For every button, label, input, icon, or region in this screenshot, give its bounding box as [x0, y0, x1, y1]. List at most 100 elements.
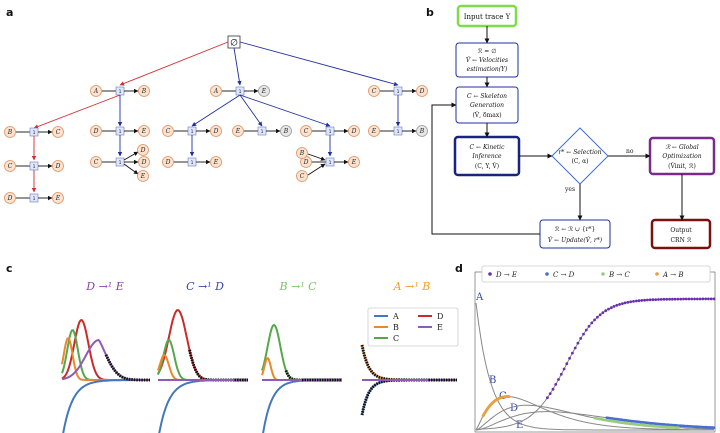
d-points-d-to-e — [659, 298, 663, 301]
update-line-1: ℛ ← ℛ ∪ {r*} — [555, 226, 596, 233]
c3-curve-c-samples — [284, 369, 342, 382]
c-legend-d: D — [437, 312, 443, 321]
update-line-2: V̂ ← Update(V̂, r*) — [548, 237, 603, 244]
species-node — [210, 156, 222, 168]
d-points-d-to-e — [598, 313, 602, 317]
d-points-d-to-e — [607, 307, 610, 311]
d-points-d-to-e — [612, 305, 616, 308]
tree-edge — [239, 41, 399, 87]
d-points-d-to-e — [673, 297, 677, 301]
c4-curve-b — [361, 344, 457, 381]
init-line-1: ℛ = ∅ — [478, 48, 497, 55]
species-node — [52, 126, 64, 138]
global-line-2: Optimization — [662, 153, 701, 160]
species-node-label: C — [94, 159, 99, 166]
tree-edge — [191, 94, 241, 127]
d-points-d-to-e — [584, 328, 588, 332]
d-points-d-to-e — [559, 372, 563, 376]
d-points-d-to-e — [671, 297, 674, 301]
species-node-label: E — [213, 159, 219, 166]
d-points-d-to-e — [579, 337, 583, 340]
search-tree: ∅ A 1 B A 1 E C 1 DB 1 C D 1 E C 1 D E 1 B C 1 D E 1 BC 1 DD 1 EC 1 DDE… — [4, 35, 428, 204]
c-legend — [367, 307, 459, 347]
species-node — [368, 85, 380, 97]
reaction-rate-label: 1 — [119, 129, 122, 135]
c-title-2: C →¹ D — [186, 280, 224, 293]
d-points-d-to-e — [651, 298, 655, 302]
species-node — [368, 125, 380, 137]
d-points-d-to-e — [679, 297, 683, 301]
species-node — [300, 125, 312, 137]
panel-label-b: b — [426, 6, 434, 19]
species-node — [416, 125, 428, 137]
species-node-label: D — [213, 128, 219, 135]
d-legend-dot-1 — [488, 272, 492, 276]
global-line-3: (V̂init, ℛ) — [668, 163, 696, 170]
skeleton-line-3: (V̂, δmax) — [472, 112, 501, 119]
d-legend-4: A → B — [662, 271, 684, 279]
d-points-d-to-e — [643, 298, 646, 302]
d-points-d-to-e — [632, 300, 635, 303]
species-node — [138, 85, 150, 97]
d-points-d-to-e — [593, 318, 596, 322]
label-yes: yes — [564, 186, 575, 193]
d-points-b-to-c — [676, 426, 680, 430]
d-points-d-to-e — [704, 297, 708, 301]
species-node-label: E — [351, 159, 357, 166]
c1-curve-e-samples — [104, 354, 150, 382]
d-points-d-to-e — [640, 299, 644, 302]
c2-curve-a — [158, 379, 248, 433]
selection-line-1: r* ← Selection — [558, 149, 601, 156]
tree-edge — [33, 94, 121, 129]
species-node — [90, 85, 102, 97]
c-title-3: B →¹ C — [278, 280, 317, 293]
d-points-d-to-e — [698, 297, 702, 301]
tree-root-label: ∅ — [230, 39, 238, 49]
c-title-4: A →¹ B — [393, 280, 431, 293]
d-points-d-to-e — [596, 315, 599, 319]
c3-curve-b — [261, 357, 342, 381]
species-node-label: B — [283, 128, 289, 135]
species-node-label: D — [351, 128, 357, 135]
kinetic-line-1: C ← Kinetic — [470, 144, 506, 151]
d-points-d-to-e — [621, 302, 624, 305]
d-points-d-to-e — [709, 297, 713, 301]
d-curve-label-d: D — [510, 403, 518, 414]
d-points-d-to-e — [626, 300, 630, 304]
species-node-label: D — [419, 88, 425, 95]
d-legend-dot-3 — [601, 272, 605, 276]
d-points-d-to-e — [668, 297, 671, 301]
c-title-1: D →¹ E — [85, 280, 123, 293]
species-node-label: E — [261, 88, 267, 95]
d-points-d-to-e — [662, 297, 666, 301]
tree-edge — [233, 47, 242, 86]
arrow-update-loop — [431, 102, 540, 235]
species-node-label: C — [56, 129, 61, 136]
species-node — [162, 125, 174, 137]
species-node-label: A — [213, 88, 219, 95]
d-points-d-to-e — [618, 303, 621, 306]
d-points-d-to-e — [690, 297, 694, 301]
d-points-d-to-e — [676, 297, 680, 301]
skeleton-line-2: Generation — [470, 102, 504, 109]
d-points-d-to-e — [687, 297, 691, 301]
c-legend-a: A — [392, 312, 399, 321]
species-node — [280, 125, 292, 137]
d-points-d-to-e — [551, 387, 555, 391]
d-points-d-to-e — [637, 299, 641, 303]
species-node — [296, 170, 308, 182]
species-node — [4, 192, 16, 204]
species-node-label: C — [372, 88, 377, 95]
species-node — [416, 85, 428, 97]
d-points-a-to-b — [507, 395, 511, 398]
species-node-label: C — [300, 173, 305, 180]
d-points-d-to-e — [623, 301, 627, 305]
species-node — [4, 160, 16, 172]
d-curve-label-e: E — [516, 420, 523, 431]
c4-curve-a — [361, 379, 457, 416]
species-node-label: E — [55, 195, 61, 202]
d-points-d-to-e — [565, 362, 569, 366]
d-points-d-to-e — [701, 297, 705, 301]
d-points-d-to-e — [654, 298, 658, 301]
